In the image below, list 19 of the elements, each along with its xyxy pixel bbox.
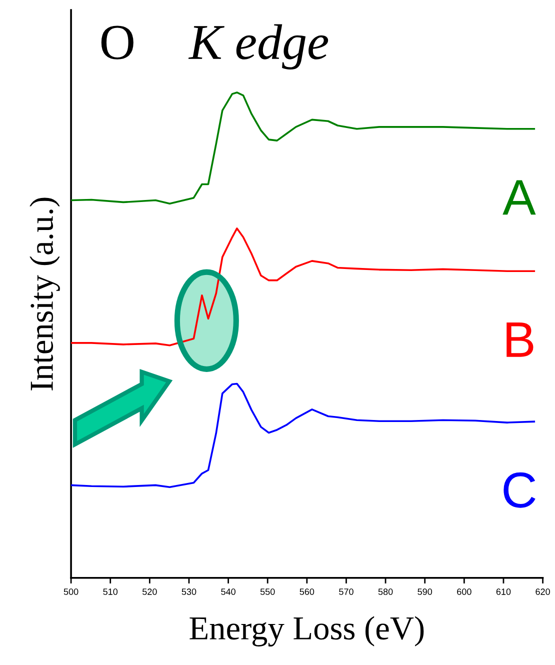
- y-axis-title: Intensity (a.u.): [30, 198, 60, 390]
- x-tick-label: 580: [378, 588, 393, 595]
- x-tick-label: 560: [300, 588, 314, 595]
- x-tick-label: 500: [64, 588, 78, 595]
- x-tick-label: 600: [457, 588, 472, 595]
- x-tick-label: 510: [103, 588, 118, 595]
- x-tick-label: 590: [418, 588, 432, 595]
- series-label: C: [504, 472, 536, 508]
- x-tick-label: 540: [221, 588, 236, 595]
- x-tick-label: 570: [339, 588, 354, 595]
- chart-title: O K edge: [101, 24, 328, 70]
- x-tick-label: 610: [496, 588, 511, 595]
- x-tick-label: 530: [182, 588, 196, 595]
- x-tick-label: 620: [536, 588, 550, 595]
- series-label: A: [502, 180, 536, 215]
- x-tick-label: 550: [260, 588, 275, 595]
- x-axis-title: Energy Loss (eV): [190, 616, 424, 646]
- x-tick-label: 520: [142, 588, 157, 595]
- series-label: B: [506, 322, 534, 357]
